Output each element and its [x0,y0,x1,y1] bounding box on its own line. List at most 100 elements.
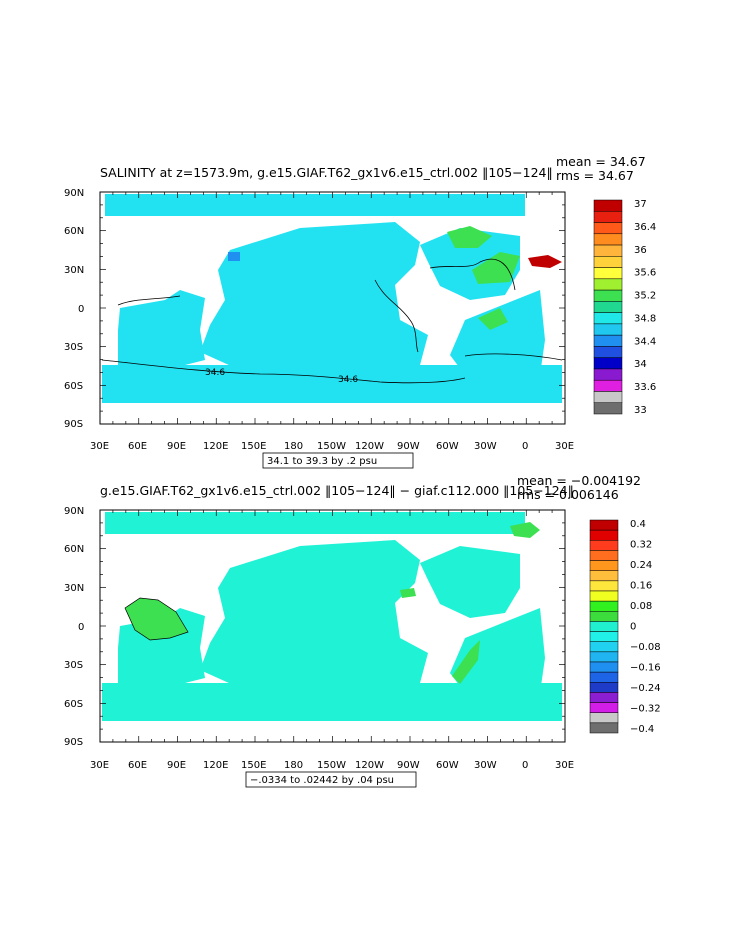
lat-label: 90N [64,188,84,199]
lon-label: 120E [203,760,228,771]
lon-label: 90E [167,760,186,771]
colorbar-label: 0.08 [630,601,652,612]
ocean-southern [102,683,562,721]
green-patch-caribbean [400,588,416,598]
ocean-pacific [200,540,428,690]
panel-2-ticks [99,509,566,743]
lat-label: 0 [78,622,84,633]
contour-atlantic-north [429,258,516,291]
ocean-band-arctic [105,512,525,534]
panel-1-mean: mean = 34.67 [556,154,646,169]
panel-2-lat-labels: 90N 60N 30N 0 30S 60S 90S [64,506,84,748]
colorbar-label: 36 [634,245,647,256]
lon-label: 30E [90,760,109,771]
lon-label: 120W [355,441,384,452]
panel-salinity: SALINITY at z=1573.9m, g.e15.GIAF.T62_gx… [64,154,656,469]
colorbar-swatch [589,580,619,592]
contour-pacific-east [374,279,419,353]
colorbar-swatch [589,540,619,551]
colorbar-swatch [593,278,623,291]
lon-label: 0 [522,441,528,452]
lon-label: 60W [436,760,459,771]
colorbar-label: 34.4 [634,336,656,347]
colorbar-swatch [593,301,623,313]
lon-label: 60E [128,441,147,452]
lon-label: 90W [397,760,420,771]
ocean-southern [102,365,562,403]
contour-34-6-atlantic [464,353,563,361]
colorbar-swatch [589,692,619,703]
colorbar-label: 0.32 [630,540,652,551]
colorbar-swatch [593,233,623,246]
colorbar-swatch [593,402,623,415]
panel-1-range-box [262,452,414,469]
lon-label: 30E [555,441,574,452]
lat-label: 30N [64,583,84,594]
ocean-band-arctic [105,194,525,216]
colorbar-label: 35.6 [634,268,656,279]
colorbar-label: 37 [634,199,647,210]
panel-2-colorbar: 0.4 0.32 0.24 0.16 0.08 0 −0.08 −0.16 −0.24 −0.32… [589,519,661,735]
panel-2-lon-labels: 30E 60E 90E 120E 150E 180 150W 120W 90W … [90,760,574,771]
green-patch-labrador [447,226,492,248]
contour-label-1: 34.6 [205,368,225,378]
ocean-atlantic-south [450,608,545,693]
colorbar-label: 33.6 [634,382,656,393]
colorbar-swatch [593,211,623,223]
colorbar-label: 0 [630,622,636,633]
lon-label: 120E [203,441,228,452]
ocean-pacific [200,222,428,372]
ocean-atlantic-north [420,546,520,618]
lat-label: 60S [64,699,83,710]
lon-label: 30E [90,441,109,452]
contour-label-2: 34.6 [338,375,358,385]
panel-1-range-text: 34.1 to 39.3 by .2 psu [267,456,377,467]
lat-label: 60N [64,544,84,555]
panel-2-map [99,509,566,743]
colorbar-swatch [593,222,623,235]
lon-label: 150W [317,760,346,771]
colorbar-label: 0.24 [630,560,652,571]
colorbar-swatch [589,519,619,531]
panel-1-colorbar: 37 36.4 36 35.6 35.2 34.8 34.4 34 33.6 33 [593,199,656,416]
lat-label: 30S [64,660,83,671]
ocean-indian [118,290,205,370]
red-patch-mediterranean [528,255,562,268]
colorbar-swatch [589,722,619,734]
colorbar-swatch [589,702,619,713]
green-patch-arctic [510,522,540,538]
lat-label: 60N [64,226,84,237]
colorbar-swatch [589,641,619,653]
colorbar-swatch [593,379,623,392]
green-patch-south-atlantic [478,308,508,330]
panel-1-lon-labels: 30E 60E 90E 120E 150E 180 150W 120W 90W … [90,441,574,452]
panel-difference: g.e15.GIAF.T62_gx1v6.e15_ctrl.002 ‖105−1… [64,473,661,788]
green-patch-arabian-sea [124,597,189,641]
lat-label: 30N [64,265,84,276]
panel-1-ticks [99,191,566,425]
colorbar-swatch [589,560,619,571]
panel-2-mean: mean = −0.004192 [517,473,641,488]
lon-label: 0 [522,760,528,771]
lon-label: 30E [555,760,574,771]
colorbar-swatch [593,289,623,302]
colorbar-swatch [589,651,619,663]
lon-label: 30W [474,441,497,452]
panel-2-rms: rms = 0.006146 [517,487,619,502]
panel-1-lat-labels: 90N 60N 30N 0 30S 60S 90S [64,188,84,430]
colorbar-label: −0.4 [630,724,654,735]
lon-label: 90E [167,441,186,452]
lon-label: 60W [436,441,459,452]
colorbar-swatch [593,368,623,381]
lat-label: 90S [64,419,83,430]
lat-label: 90S [64,737,83,748]
colorbar-swatch [589,671,619,683]
colorbar-label: −0.32 [630,704,661,715]
lon-label: 180 [284,441,303,452]
colorbar-label: −0.16 [630,663,661,674]
lat-label: 0 [78,304,84,315]
panel-1-title: SALINITY at z=1573.9m, g.e15.GIAF.T62_gx… [100,165,553,180]
colorbar-swatch [593,357,623,370]
colorbar-swatch [593,256,623,268]
